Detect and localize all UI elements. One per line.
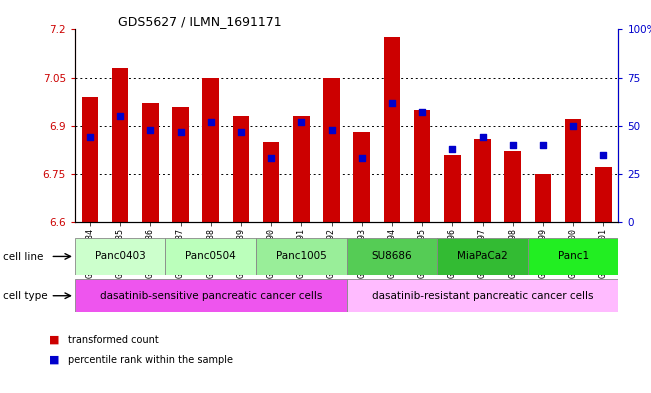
Bar — [414, 110, 430, 222]
Text: transformed count: transformed count — [68, 335, 159, 345]
Text: SU8686: SU8686 — [372, 252, 412, 261]
Point — [145, 127, 156, 133]
Text: cell line: cell line — [3, 252, 44, 262]
Bar — [112, 68, 128, 222]
Point — [85, 134, 95, 140]
Point — [357, 155, 367, 162]
Bar — [324, 78, 340, 222]
Text: percentile rank within the sample: percentile rank within the sample — [68, 354, 233, 365]
Bar — [142, 103, 159, 222]
Text: dasatinib-resistant pancreatic cancer cells: dasatinib-resistant pancreatic cancer ce… — [372, 291, 593, 301]
Text: cell type: cell type — [3, 291, 48, 301]
Text: Panc0403: Panc0403 — [95, 252, 146, 261]
Bar — [293, 116, 310, 222]
Point — [417, 109, 427, 116]
Point — [326, 127, 337, 133]
Point — [508, 142, 518, 148]
Text: GDS5627 / ILMN_1691171: GDS5627 / ILMN_1691171 — [118, 15, 282, 28]
Bar — [534, 174, 551, 222]
Point — [477, 134, 488, 140]
Bar — [505, 151, 521, 222]
Point — [236, 129, 246, 135]
Point — [387, 99, 397, 106]
Point — [568, 123, 578, 129]
Bar — [474, 139, 491, 222]
Bar — [346, 238, 437, 275]
Bar — [565, 119, 581, 222]
Bar — [202, 78, 219, 222]
Text: Panc1: Panc1 — [558, 252, 589, 261]
Point — [598, 151, 609, 158]
Bar — [383, 37, 400, 222]
Point — [538, 142, 548, 148]
Text: MiaPaCa2: MiaPaCa2 — [457, 252, 508, 261]
Point — [447, 146, 458, 152]
Point — [266, 155, 277, 162]
Bar — [75, 238, 165, 275]
Text: ■: ■ — [49, 354, 59, 365]
Bar — [353, 132, 370, 222]
Point — [175, 129, 186, 135]
Bar — [595, 167, 612, 222]
Bar — [528, 238, 618, 275]
Bar — [75, 279, 346, 312]
Bar — [437, 238, 528, 275]
Bar — [346, 279, 618, 312]
Point — [115, 113, 126, 119]
Text: Panc0504: Panc0504 — [186, 252, 236, 261]
Bar — [263, 142, 279, 222]
Bar — [81, 97, 98, 222]
Text: Panc1005: Panc1005 — [276, 252, 327, 261]
Bar — [173, 107, 189, 222]
Point — [296, 119, 307, 125]
Bar — [444, 155, 461, 222]
Text: ■: ■ — [49, 335, 59, 345]
Text: dasatinib-sensitive pancreatic cancer cells: dasatinib-sensitive pancreatic cancer ce… — [100, 291, 322, 301]
Bar — [165, 238, 256, 275]
Bar — [232, 116, 249, 222]
Point — [206, 119, 216, 125]
Bar — [256, 238, 346, 275]
